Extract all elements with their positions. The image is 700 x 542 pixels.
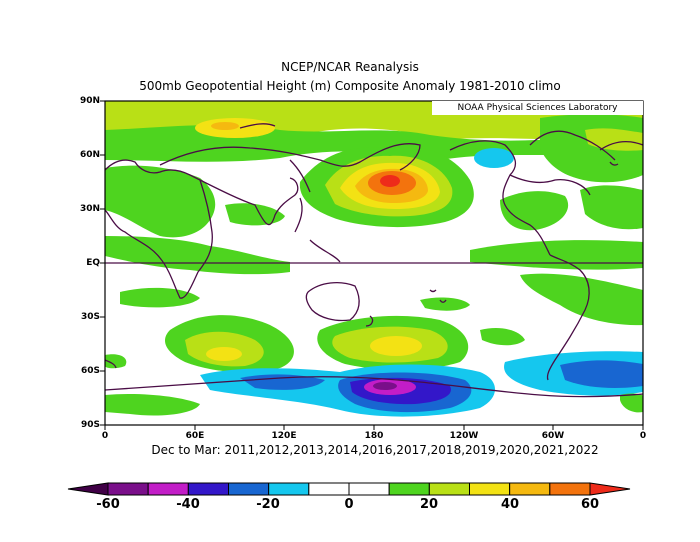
lon-label: 60W xyxy=(541,431,565,441)
colorbar-swatch xyxy=(549,482,591,496)
credit-label: NOAA Physical Sciences Laboratory xyxy=(432,101,643,115)
colorbar-swatch xyxy=(187,482,229,496)
colorbar-swatch xyxy=(107,482,149,496)
lon-label: 180 xyxy=(364,431,384,441)
lat-label: 90S xyxy=(80,420,100,430)
anomaly-region xyxy=(474,148,514,168)
lon-label: 0 xyxy=(101,431,109,441)
lat-label: 90N xyxy=(79,96,100,106)
colorbar-over-arrow xyxy=(589,482,631,496)
colorbar-swatch xyxy=(428,482,471,496)
lon-label: 120E xyxy=(271,431,297,441)
anomaly-region xyxy=(580,185,643,230)
anomaly-region xyxy=(500,191,569,231)
coastlines xyxy=(105,123,643,398)
colorbar-swatch xyxy=(469,482,511,496)
lat-label: 60N xyxy=(79,150,100,160)
colorbar-swatch xyxy=(348,482,390,496)
colorbar-label: -60 xyxy=(96,497,120,512)
anomaly-region xyxy=(225,203,285,226)
colorbar-swatch xyxy=(308,482,350,496)
colorbar-under-arrow xyxy=(67,482,109,496)
colorbar-label: -40 xyxy=(176,497,200,512)
colorbar-swatch xyxy=(147,482,189,496)
axis-ticks xyxy=(100,100,644,430)
anomaly-region xyxy=(120,287,200,308)
colorbar-swatch xyxy=(509,482,551,496)
colorbar-swatch xyxy=(388,482,430,496)
lat-label: 30S xyxy=(80,312,100,322)
colorbar xyxy=(67,482,631,496)
colorbar-label: 60 xyxy=(580,497,600,512)
anomaly-region xyxy=(470,240,643,270)
chart-title: NCEP/NCAR Reanalysis xyxy=(281,60,419,74)
colorbar-label: -20 xyxy=(256,497,280,512)
colorbar-swatch xyxy=(228,482,270,496)
anomaly-region xyxy=(520,273,643,326)
colorbar-label: 20 xyxy=(419,497,439,512)
lon-label: 0 xyxy=(639,431,647,441)
anomaly-region xyxy=(105,165,216,238)
lon-label: 60E xyxy=(185,431,205,441)
lat-label: EQ xyxy=(86,258,100,268)
date-range-caption: Dec to Mar: 2011,2012,2013,2014,2016,201… xyxy=(151,443,599,457)
anomaly-region xyxy=(105,236,290,275)
anomaly-region xyxy=(105,394,200,416)
lat-label: 60S xyxy=(80,366,100,376)
chart-subtitle: 500mb Geopotential Height (m) Composite … xyxy=(139,79,561,93)
anomaly-field xyxy=(105,101,643,425)
colorbar-label: 0 xyxy=(344,497,354,512)
colorbar-swatch xyxy=(268,482,310,496)
colorbar-label: 40 xyxy=(500,497,520,512)
lat-label: 30N xyxy=(79,204,100,214)
lon-label: 120W xyxy=(449,431,479,441)
